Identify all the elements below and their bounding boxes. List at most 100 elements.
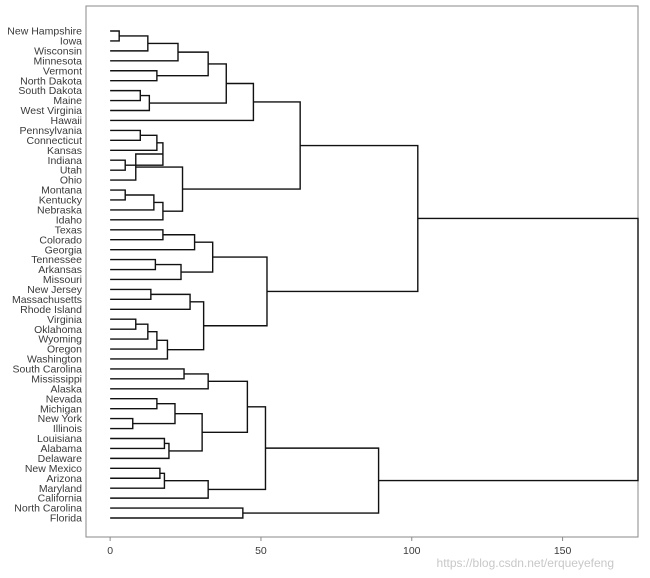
leaf-label: New Jersey	[27, 284, 83, 296]
dendrogram-link	[110, 134, 158, 151]
leaf-label: California	[38, 493, 83, 505]
dendrogram-link	[110, 89, 141, 102]
leaf-label: New Hampshire	[7, 26, 82, 38]
dendrogram-link	[110, 437, 166, 450]
dendrogram-link	[110, 201, 164, 221]
leaf-label: South Dakota	[18, 85, 82, 97]
leaf-label: Massachusetts	[12, 294, 82, 306]
dendrogram-link	[181, 241, 214, 273]
leaf-label: Rhode Island	[20, 304, 82, 316]
dendrogram-link	[110, 472, 166, 489]
leaf-label: Pennsylvania	[20, 125, 83, 137]
leaf-label: West Virginia	[21, 105, 83, 117]
dendrogram-link	[135, 166, 184, 212]
dendrogram-link	[110, 398, 158, 410]
x-tick-label: 50	[255, 545, 267, 557]
leaf-label: North Carolina	[14, 503, 82, 515]
leaf-label: Utah	[60, 165, 82, 177]
dendrogram-link	[110, 35, 149, 52]
leaf-label: Wyoming	[38, 334, 82, 346]
leaf-label: Missouri	[43, 274, 82, 286]
leaf-label: Alaska	[50, 383, 82, 395]
dendrogram-link	[110, 153, 163, 181]
leaf-label: Delaware	[38, 453, 83, 465]
dendrogram-link	[149, 63, 227, 104]
leaf-label: South Carolina	[13, 364, 83, 376]
watermark-text: https://blog.csdn.net/erqueyefeng	[436, 556, 614, 570]
dendrogram-link	[167, 301, 205, 351]
dendrogram-link	[110, 293, 191, 310]
leaf-label: Arkansas	[38, 264, 82, 276]
dendrogram-link	[110, 70, 158, 82]
dendrogram-link	[110, 258, 157, 271]
dendrogram-link	[110, 30, 120, 42]
leaf-label: Alabama	[41, 443, 83, 455]
leaf-label: North Dakota	[20, 75, 82, 87]
leaf-label: Oklahoma	[34, 324, 82, 336]
dendrogram-link	[110, 442, 170, 460]
leaf-label: Washington	[27, 354, 82, 366]
dendrogram-link	[168, 412, 203, 452]
dendrogram-link	[266, 144, 419, 293]
dendrogram-link	[110, 194, 155, 211]
dendrogram-link	[110, 234, 196, 251]
x-tick-label: 100	[403, 545, 421, 557]
dendrogram-links	[110, 30, 639, 519]
dendrogram-link	[110, 507, 244, 519]
dendrogram-link	[110, 229, 164, 241]
leaf-label: Mississippi	[31, 373, 82, 385]
dendrogram-link	[378, 217, 639, 482]
leaf-label: Colorado	[39, 234, 82, 246]
leaf-label: Michigan	[40, 403, 82, 415]
leaf-label: New Mexico	[25, 463, 82, 475]
leaf-label: Minnesota	[34, 55, 83, 67]
leaf-label: Iowa	[60, 36, 82, 48]
x-axis: 0 50 100 150	[107, 537, 572, 557]
leaf-label: Georgia	[45, 244, 83, 256]
leaf-label: New York	[38, 413, 83, 425]
dendrogram-link	[156, 51, 209, 77]
x-tick-label: 150	[554, 545, 572, 557]
dendrogram-link	[110, 373, 209, 390]
leaf-label: Kentucky	[39, 195, 83, 207]
dendrogram-link	[182, 101, 301, 190]
leaf-label: Montana	[41, 185, 82, 197]
leaf-label: Florida	[50, 513, 82, 525]
dendrogram-link	[110, 94, 151, 112]
dendrogram-link	[110, 368, 185, 380]
leaf-label: Ohio	[60, 175, 82, 187]
leaf-label: Maryland	[39, 483, 82, 495]
leaf-label: Maine	[53, 95, 82, 107]
dendrogram-link	[208, 406, 267, 491]
dendrogram-link	[110, 129, 141, 142]
leaf-label: Tennessee	[31, 254, 82, 266]
dendrogram-link	[110, 323, 149, 340]
dendrogram-link	[110, 189, 126, 201]
dendrogram-link	[110, 288, 152, 301]
dendrogram-link	[110, 42, 179, 62]
leaf-label: Nebraska	[37, 204, 82, 216]
dendrogram-link	[110, 467, 161, 479]
dendrogram-link	[202, 380, 249, 433]
dendrogram-link	[110, 330, 158, 350]
leaf-label: Virginia	[47, 314, 82, 326]
x-tick-label: 0	[107, 545, 113, 557]
leaf-label: Connecticut	[27, 135, 83, 147]
dendrogram-link	[110, 417, 134, 430]
leaf-label: Louisiana	[37, 433, 82, 445]
leaf-label: Vermont	[43, 65, 82, 77]
dendrogram-link	[242, 447, 380, 514]
leaf-label: Texas	[55, 224, 82, 236]
dendrogram-link	[110, 318, 137, 330]
leaf-label: Nevada	[46, 393, 82, 405]
leaf-label: Arizona	[46, 473, 82, 485]
dendrogram-link	[110, 159, 126, 171]
leaf-label: Kansas	[47, 145, 82, 157]
leaf-label: Wisconsin	[34, 45, 82, 57]
leaf-label: Idaho	[56, 214, 82, 226]
leaf-label: Indiana	[48, 155, 83, 167]
dendrogram-link	[110, 480, 209, 499]
dendrogram-link	[132, 403, 176, 425]
leaf-label: Hawaii	[50, 115, 82, 127]
